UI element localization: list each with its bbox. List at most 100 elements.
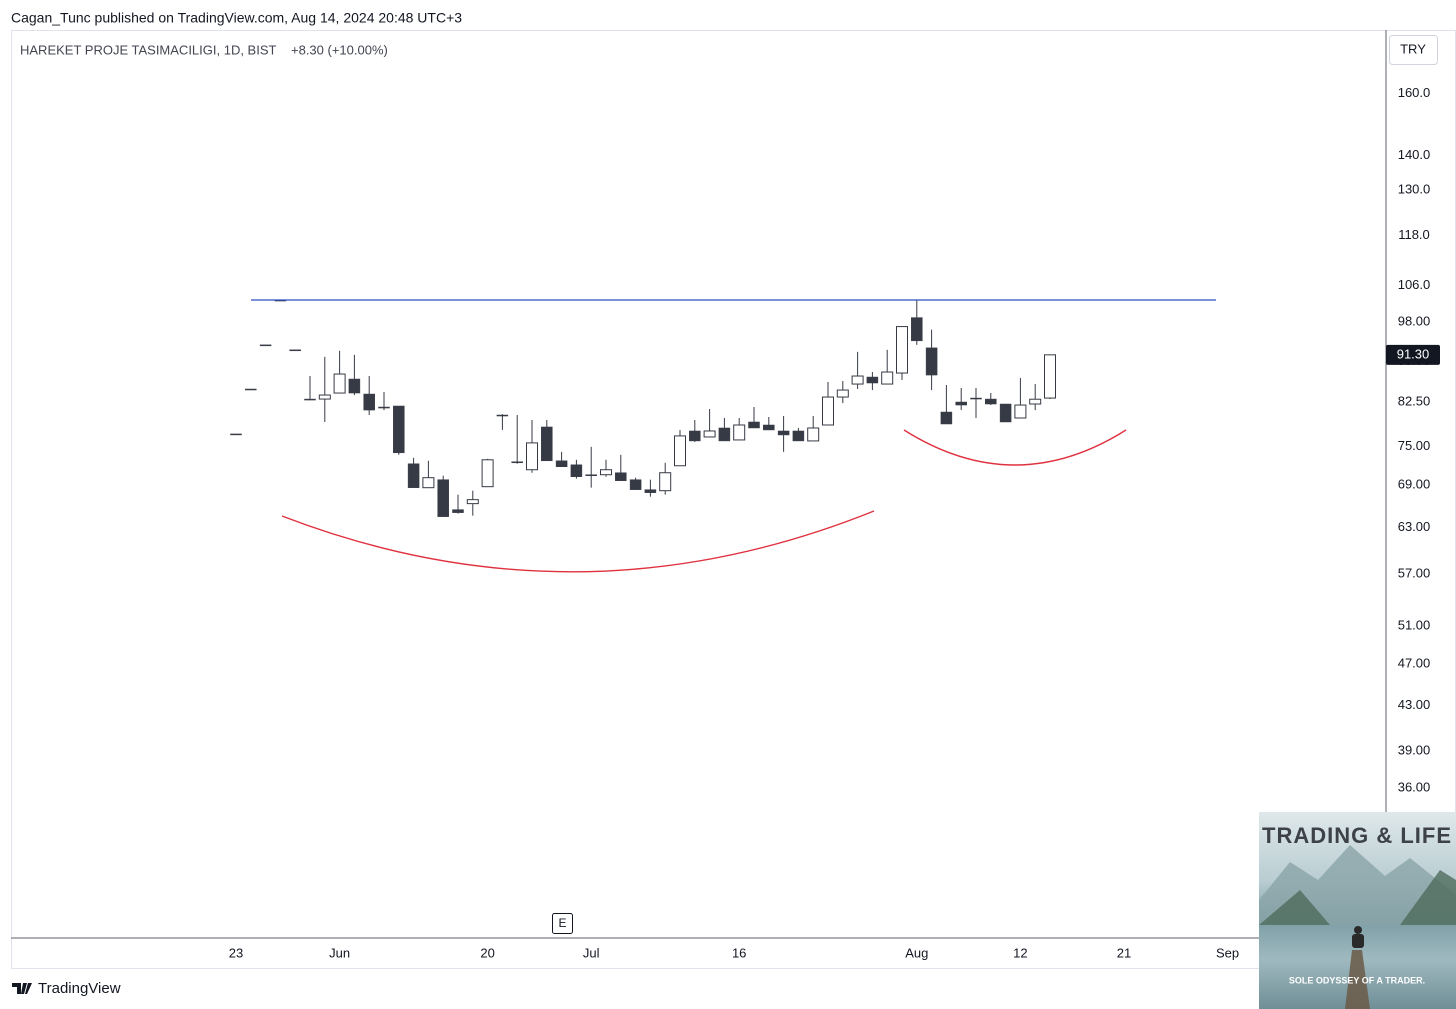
candle-body <box>733 424 746 441</box>
candle-body <box>644 489 657 493</box>
candle-body <box>318 394 331 400</box>
candle-body <box>911 317 923 342</box>
candle-body <box>496 414 509 417</box>
y-tick-label: 160.0 <box>1398 85 1431 100</box>
overlay-image: TRADING & LIFE SOLE ODYSSEY OF A TRADER. <box>1259 812 1456 1009</box>
last-price-marker <box>1386 344 1440 365</box>
candle-body <box>792 430 805 442</box>
candle-body <box>866 376 879 384</box>
candle-body <box>393 405 405 454</box>
candle-body <box>363 393 375 411</box>
candle-body <box>304 398 316 401</box>
y-tick-label: 36.00 <box>1398 780 1431 795</box>
last-price-group: 91.30 <box>1386 344 1440 365</box>
candle-body <box>511 461 523 464</box>
candle-body <box>748 421 760 429</box>
currency-label[interactable]: TRY <box>1400 41 1426 56</box>
candle-body <box>1044 354 1056 399</box>
candle-body <box>378 406 390 409</box>
candle-body <box>481 459 494 488</box>
candle-body <box>333 373 346 394</box>
candle-body <box>822 396 834 426</box>
x-tick-label: 12 <box>1013 945 1027 960</box>
candle-body <box>600 469 612 476</box>
candle-body <box>703 430 716 438</box>
x-tick-label: Jul <box>583 945 600 960</box>
candle-body <box>985 398 997 405</box>
candle-body <box>407 463 420 488</box>
candle-body <box>570 464 583 477</box>
x-tick-label: Aug <box>905 945 928 960</box>
pier <box>1345 950 1370 1009</box>
candle-body <box>925 347 938 376</box>
candle-body <box>689 430 701 442</box>
candle-body <box>526 442 538 471</box>
y-tick-label: 82.50 <box>1398 393 1431 408</box>
candle-body <box>940 411 953 425</box>
cup-arc <box>281 510 875 573</box>
y-tick-label: 69.00 <box>1398 477 1431 492</box>
candle-body <box>1029 398 1042 405</box>
candle-body <box>881 371 894 385</box>
figure-body <box>1352 934 1364 948</box>
candle-body <box>259 344 272 347</box>
y-tick-label: 39.00 <box>1398 742 1431 757</box>
candle-body <box>955 401 967 406</box>
y-tick-label: 118.0 <box>1398 227 1430 242</box>
chart-title: HAREKET PROJE TASIMACILIGI, 1D, BIST <box>20 42 277 57</box>
overlay-title: TRADING & LIFE <box>1262 823 1452 848</box>
overlay-tagline: SOLE ODYSSEY OF A TRADER. <box>1289 975 1425 985</box>
candle-body <box>1014 404 1027 419</box>
y-tick-label: 130.0 <box>1398 182 1431 197</box>
candle-body <box>289 349 301 352</box>
candle-body <box>851 375 864 385</box>
candle-body <box>629 479 642 490</box>
earnings-marker[interactable]: E <box>558 916 566 930</box>
earnings-box[interactable] <box>552 913 573 934</box>
figure-head <box>1354 926 1362 934</box>
candle-body <box>970 397 982 400</box>
brand: TradingView <box>38 980 121 997</box>
candle-body <box>245 388 257 391</box>
y-tick-label: 47.00 <box>1398 656 1431 671</box>
candle-body <box>422 477 435 489</box>
y-tick-label: 57.00 <box>1398 566 1431 581</box>
candle-body <box>585 474 597 476</box>
x-tick-label: 21 <box>1117 945 1131 960</box>
candle-body <box>836 389 849 398</box>
candle-body <box>437 479 449 517</box>
candle-body <box>541 426 553 462</box>
y-tick-label: 140.0 <box>1398 147 1431 162</box>
candle-body <box>659 472 672 492</box>
candle-body <box>999 403 1012 423</box>
candle-body <box>896 326 908 374</box>
y-tick-label: 106.0 <box>1398 277 1431 292</box>
y-tick-label: 43.00 <box>1398 697 1431 712</box>
logo-icon <box>12 983 32 994</box>
footer-logo: TradingView <box>12 980 121 997</box>
candle-body <box>466 499 479 505</box>
x-tick-label: Jun <box>329 945 350 960</box>
candle-body <box>763 424 775 431</box>
y-tick-label: 51.00 <box>1398 617 1431 632</box>
y-tick-label: 98.00 <box>1398 313 1431 328</box>
published-note: Cagan_Tunc published on TradingView.com,… <box>11 10 462 26</box>
candle-body <box>555 460 568 467</box>
x-tick-label: 16 <box>732 945 746 960</box>
x-tick-label: 23 <box>229 945 243 960</box>
y-tick-label: 75.00 <box>1398 438 1431 453</box>
last-price-label: 91.30 <box>1397 346 1430 361</box>
handle-arc <box>903 429 1127 466</box>
candle-body <box>807 427 820 442</box>
candle-body <box>718 427 731 442</box>
x-tick-label: Sep <box>1216 945 1239 960</box>
forest <box>1259 870 1456 925</box>
candle-body <box>615 472 627 481</box>
candle-body <box>674 435 686 467</box>
currency-box[interactable] <box>1389 35 1438 65</box>
x-tick-label: 20 <box>480 945 494 960</box>
y-tick-label: 63.00 <box>1398 519 1431 534</box>
